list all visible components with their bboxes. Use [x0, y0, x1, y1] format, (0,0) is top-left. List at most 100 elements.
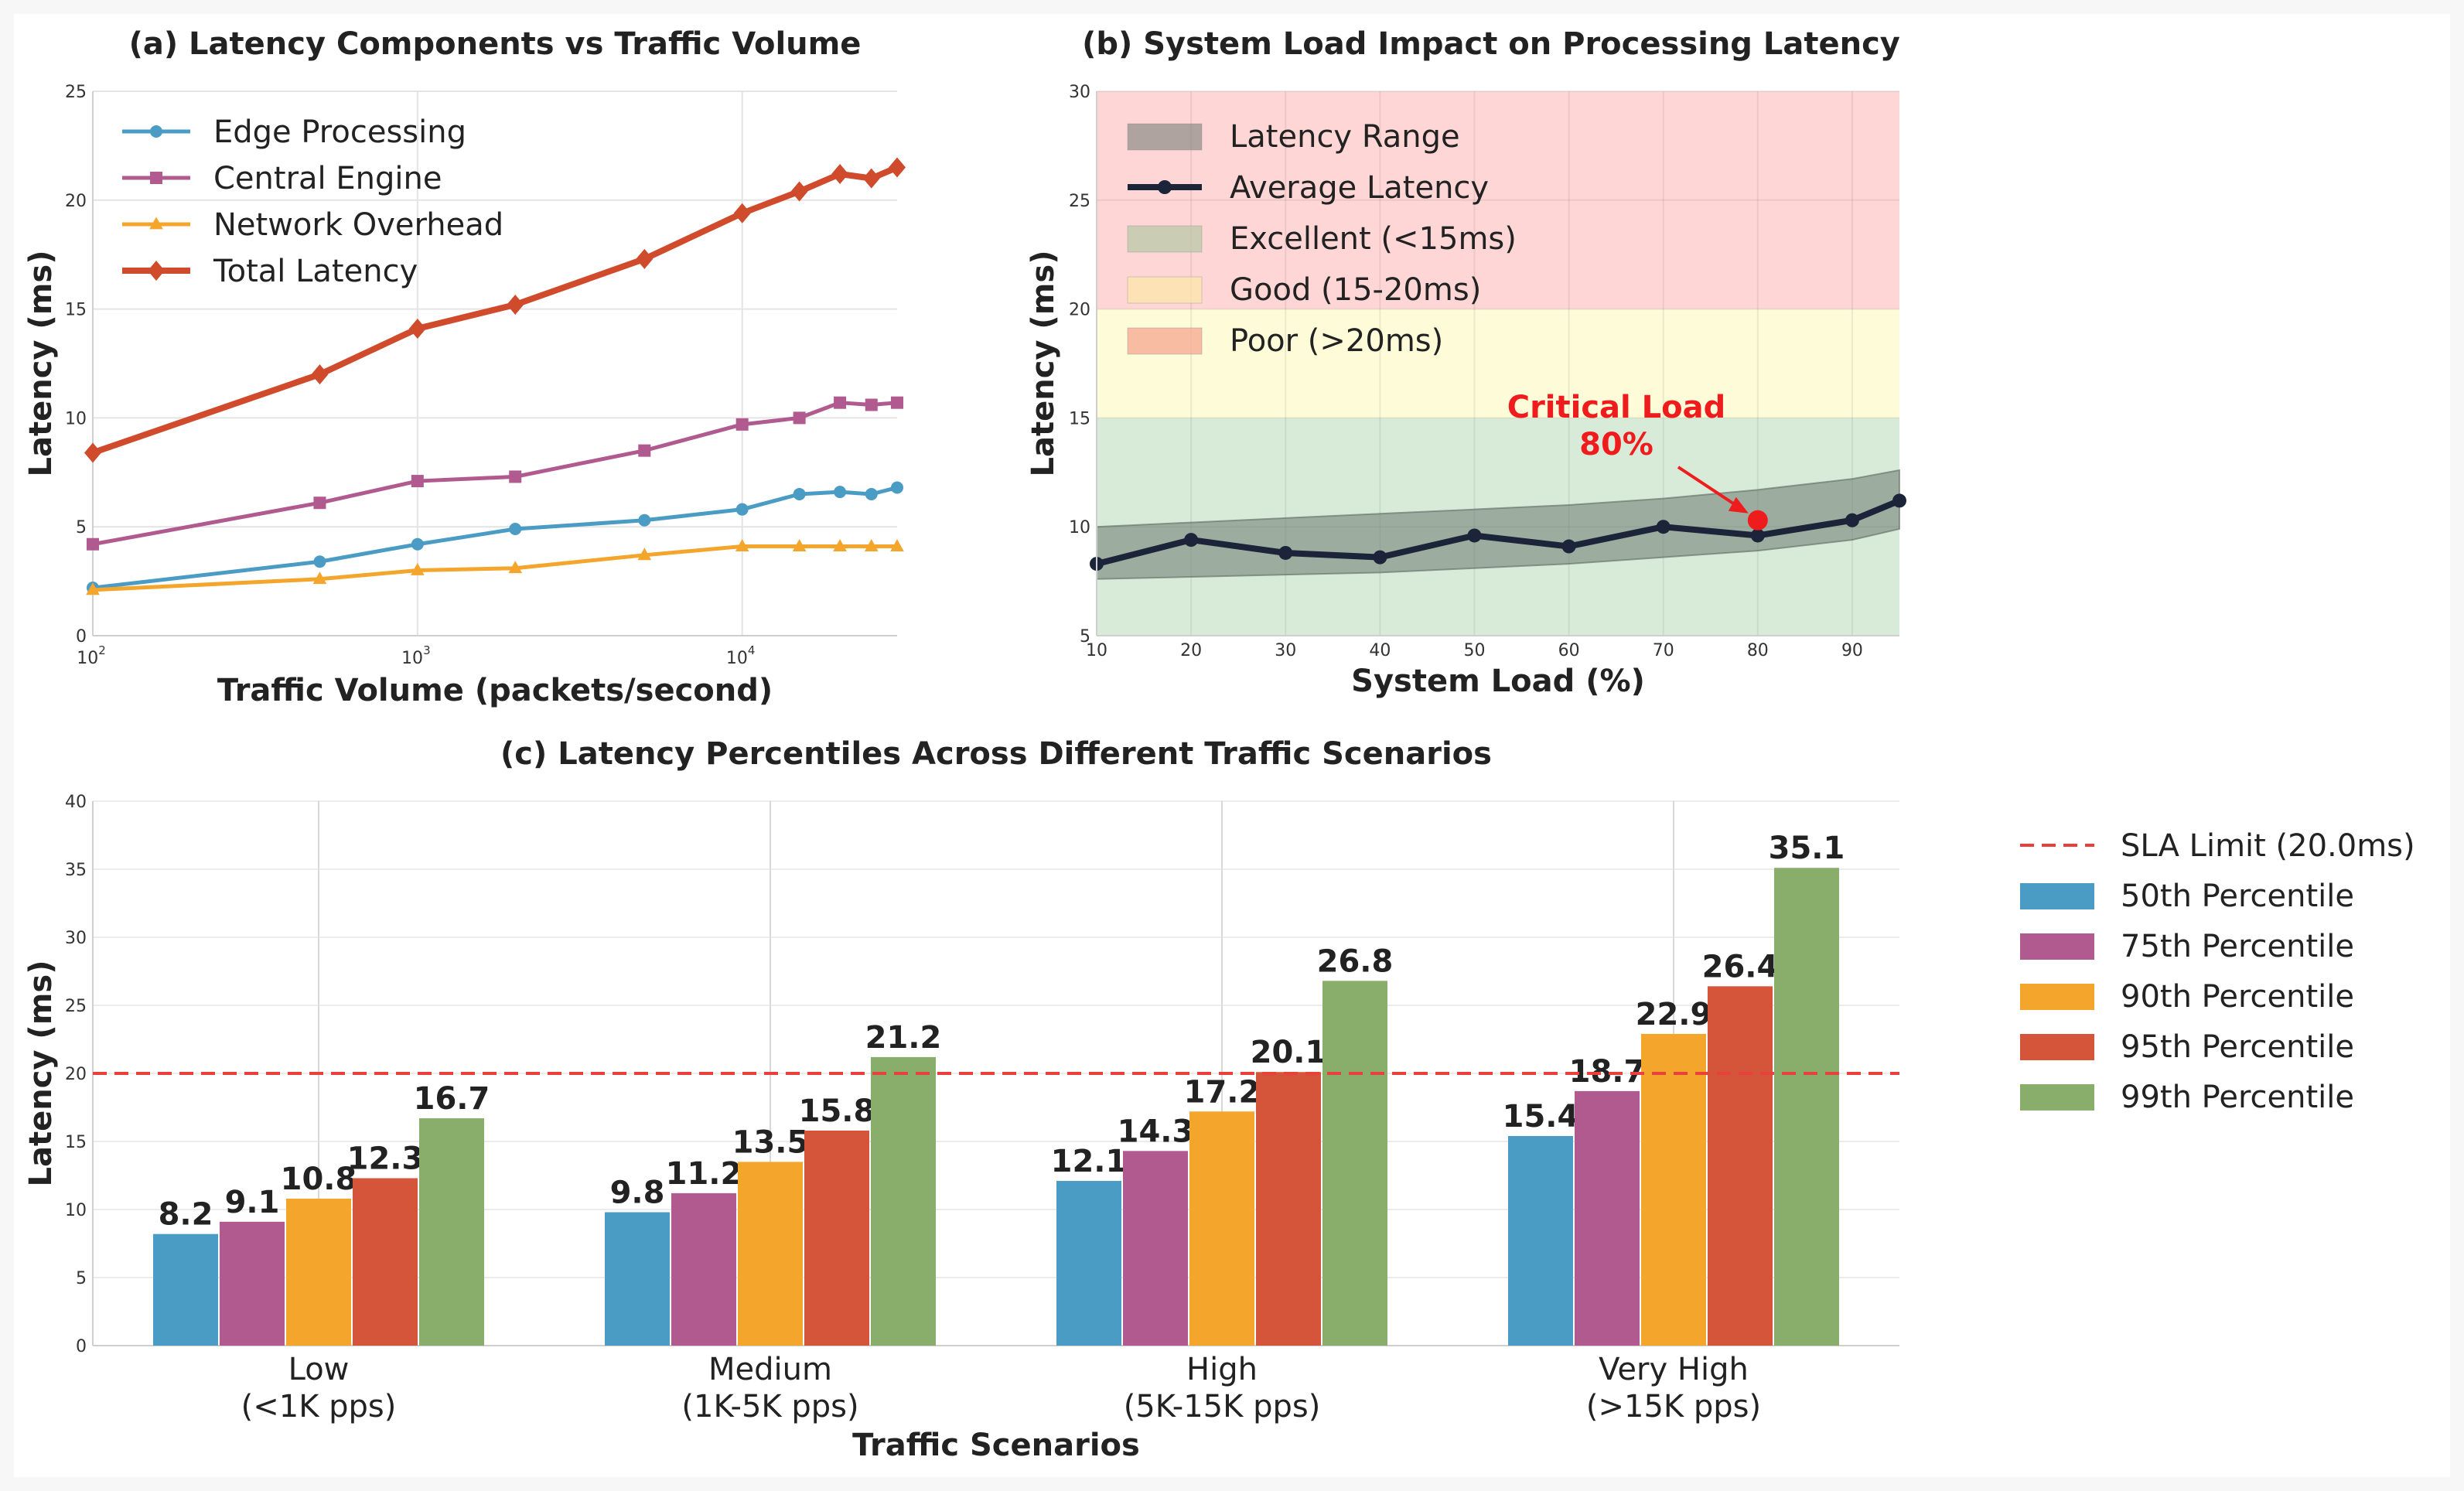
chart-c: 8.2 9.8 12.1 15.4 9.1 11.2 14.3 18.7 10.8 13.5 17.… [23, 736, 2415, 1463]
y-tick-label: 30 [65, 929, 87, 948]
series-line [92, 486, 898, 590]
y-tick-label: 15 [65, 1133, 87, 1152]
y-tick-label: 20 [65, 1065, 87, 1084]
bar [286, 1198, 351, 1346]
legend-label: 75th Percentile [2121, 929, 2354, 964]
data-point [864, 538, 879, 551]
bar [1508, 1135, 1573, 1346]
x-tick-label: 40 [1369, 641, 1391, 660]
data-point [312, 571, 327, 585]
bar [1256, 1072, 1321, 1346]
bar [1774, 868, 1839, 1346]
y-tick-label: 15 [1069, 409, 1090, 428]
category-label: Low [288, 1352, 350, 1387]
y-tick-label: 0 [76, 627, 87, 647]
bar-value-label: 26.8 [1317, 943, 1394, 979]
x-tick-label: 50 [1463, 641, 1485, 660]
x-tick-exponent: 3 [423, 643, 431, 657]
data-point [1750, 528, 1765, 543]
category-label: High [1186, 1352, 1258, 1387]
bar [671, 1192, 736, 1346]
annotation-arrowhead [1728, 496, 1749, 513]
data-point [891, 396, 903, 409]
bar-value-label: 14.3 [1118, 1114, 1194, 1149]
x-axis-label: System Load (%) [1351, 664, 1645, 699]
data-point [638, 444, 651, 457]
data-point [508, 561, 523, 574]
series-line [92, 401, 898, 547]
chart-title: (a) Latency Components vs Traffic Volume [129, 26, 862, 62]
bar-value-label: 35.1 [1769, 831, 1845, 866]
y-tick-label: 25 [65, 83, 87, 102]
data-point [311, 364, 329, 385]
series-line [92, 544, 897, 592]
data-point [1184, 533, 1199, 548]
bar-value-label: 18.7 [1569, 1054, 1646, 1090]
legend-label: Total Latency [213, 254, 418, 289]
data-point [411, 475, 424, 488]
bar [353, 1178, 418, 1346]
category-sublabel: (5K-15K pps) [1124, 1389, 1321, 1424]
bar-value-label: 12.1 [1051, 1144, 1128, 1179]
y-tick-label: 10 [1069, 518, 1090, 537]
annotation-label: Critical Load [1507, 390, 1726, 425]
data-point [790, 181, 808, 202]
legend-swatch [2020, 1084, 2094, 1111]
legend-swatch [1127, 225, 1203, 253]
legend-swatch [2020, 933, 2094, 960]
x-tick-base: 10 [401, 649, 423, 668]
category-sublabel: (1K-5K pps) [681, 1389, 858, 1424]
legend-label: Central Engine [213, 161, 442, 196]
bar [1641, 1033, 1706, 1346]
y-tick-label: 25 [65, 997, 87, 1016]
data-point [891, 481, 903, 494]
y-tick-label: 5 [76, 518, 87, 537]
data-point [637, 548, 652, 561]
x-tick-label: 60 [1558, 641, 1580, 660]
x-tick-exponent: 2 [98, 643, 106, 657]
bar-value-label: 10.8 [281, 1162, 357, 1197]
y-tick-label: 0 [76, 1337, 87, 1356]
data-point [889, 157, 906, 178]
bar [419, 1118, 484, 1346]
data-point [792, 538, 807, 551]
data-point [793, 487, 806, 500]
legend-label: 50th Percentile [2121, 879, 2354, 914]
chart-title: (b) System Load Impact on Processing Lat… [1082, 26, 1900, 62]
data-point [509, 470, 522, 483]
data-point [890, 538, 904, 551]
bar-value-label: 8.2 [159, 1197, 213, 1233]
data-point [733, 203, 751, 223]
legend-marker [148, 261, 165, 281]
y-tick-label: 20 [1069, 301, 1090, 320]
data-point [1467, 528, 1482, 543]
bar [871, 1056, 936, 1346]
data-point [1561, 539, 1576, 554]
x-tick-label: 103 [401, 643, 431, 668]
legend-label: 99th Percentile [2121, 1080, 2354, 1115]
bar [804, 1130, 869, 1346]
data-point [86, 582, 100, 595]
category-label: Very High [1599, 1352, 1749, 1387]
bar-value-label: 26.4 [1702, 949, 1779, 984]
bar [1189, 1111, 1254, 1346]
y-tick-label: 25 [1069, 192, 1090, 211]
data-point [507, 294, 524, 315]
bar-value-label: 9.1 [225, 1185, 280, 1220]
data-point [509, 523, 522, 536]
legend-swatch [1127, 123, 1203, 151]
bar [738, 1162, 803, 1346]
x-tick-label: 104 [726, 643, 756, 668]
data-point [638, 513, 651, 527]
y-tick-label: 5 [76, 1269, 87, 1288]
y-tick-label: 20 [65, 192, 87, 211]
legend-swatch [2020, 984, 2094, 1010]
bar-value-label: 9.8 [610, 1175, 665, 1211]
legend-label: Good (15-20ms) [1230, 272, 1481, 308]
legend-swatch [2020, 883, 2094, 909]
bar [1123, 1151, 1188, 1346]
x-axis-label: Traffic Volume (packets/second) [217, 673, 773, 708]
x-tick-label: 20 [1180, 641, 1202, 660]
bar-value-label: 17.2 [1184, 1074, 1261, 1110]
y-tick-label: 15 [65, 301, 87, 320]
